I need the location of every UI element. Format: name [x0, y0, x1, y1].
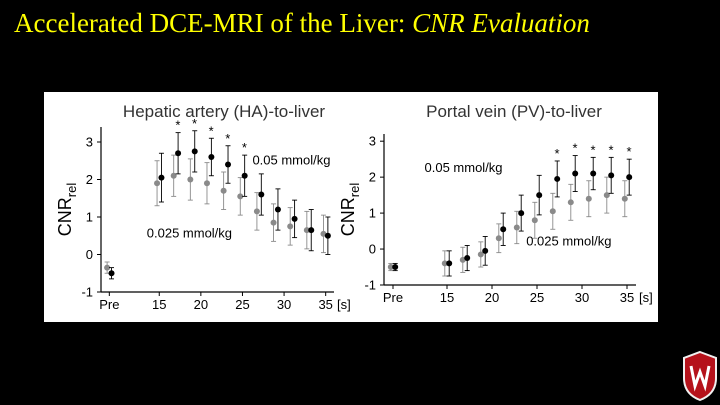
ha-data-point: [220, 187, 227, 194]
pv-y-tick-label: -1: [364, 278, 376, 293]
pv-data-point: [567, 199, 574, 206]
ha-y-tick-label: 2: [86, 172, 93, 187]
ha-x-tick-label: 35: [318, 297, 332, 312]
pv-data-point: [495, 235, 502, 242]
ha-significance-marker: *: [192, 116, 197, 131]
ha-legend-label: 0.05 mmol/kg: [252, 153, 330, 168]
pv-significance-marker: *: [554, 146, 559, 161]
pv-data-point: [585, 195, 592, 202]
pv-x-tick-label: 30: [575, 290, 589, 305]
ha-data-point: [208, 154, 215, 160]
pv-y-tick-label: 3: [369, 134, 376, 149]
pv-legend-label: 0.05 mmol/kg: [425, 160, 503, 175]
ha-x-tick-label: 30: [277, 297, 291, 312]
ha-y-tick-label: 3: [86, 135, 93, 150]
pv-data-point: [572, 170, 579, 177]
pv-data-point: [590, 170, 597, 177]
ha-data-point: [158, 174, 165, 181]
ha-x-tick-label: Pre: [99, 297, 119, 312]
ha-x-tick-label: 20: [194, 297, 208, 312]
ha-data-point: [175, 150, 182, 157]
figure-panel: Hepatic artery (HA)-to-liver -1 0 1 2 3 Pre 15 2…: [44, 92, 658, 322]
ha-significance-marker: *: [225, 131, 230, 146]
ha-data-point: [274, 206, 281, 213]
pv-data-point: [482, 247, 489, 254]
ha-data-point: [187, 176, 194, 183]
pv-data-point: [387, 264, 394, 271]
ha-data-point: [154, 180, 161, 187]
slide-title-main: Accelerated DCE-MRI of the Liver:: [14, 8, 413, 38]
ha-data-point: [287, 223, 294, 230]
pv-y-tick-label: 1: [369, 206, 376, 221]
ha-data-point: [270, 219, 277, 226]
ha-y-tick-label: 1: [86, 210, 93, 225]
ha-y-axis-label: CNRrel: [55, 183, 79, 237]
pv-significance-marker: *: [572, 141, 577, 156]
ha-data-point: [324, 232, 331, 239]
ha-y-axis-label-sub: rel: [64, 183, 79, 198]
pv-data-point: [392, 264, 399, 271]
ha-y-axis-label-main: CNR: [55, 197, 75, 236]
ha-data-point: [104, 264, 111, 271]
pv-legend-label: 0.025 mmol/kg: [526, 233, 611, 248]
ha-data-point: [191, 148, 198, 155]
pv-x-tick-label: 15: [440, 290, 454, 305]
ha-data-point: [237, 193, 244, 200]
ha-y-tick-label: -1: [81, 285, 93, 300]
ha-data-point: [258, 191, 265, 198]
pv-data-point: [500, 226, 507, 233]
ha-chart-title: Hepatic artery (HA)-to-liver: [123, 102, 325, 121]
ha-data-point: [308, 227, 315, 234]
ha-data-point: [253, 208, 260, 215]
ha-y-tick-label: 0: [86, 247, 93, 262]
pv-data-point: [441, 260, 448, 267]
pv-y-axis-label-sub: rel: [347, 183, 362, 198]
pv-significance-marker: *: [626, 144, 631, 159]
ha-data-point: [203, 180, 210, 187]
figure-svg: Hepatic artery (HA)-to-liver -1 0 1 2 3 Pre 15 2…: [55, 102, 653, 312]
ha-legend-label: 0.025 mmol/kg: [147, 226, 232, 241]
ha-data-point: [241, 172, 248, 179]
pv-data-point: [626, 174, 633, 181]
pv-y-tick-label: 2: [369, 170, 376, 185]
pv-x-tick-label: 25: [530, 290, 544, 305]
pv-data-point: [513, 224, 520, 231]
pv-y-tick-label: 0: [369, 242, 376, 257]
pv-significance-marker: *: [608, 142, 613, 157]
pv-x-tick-label: 35: [620, 290, 634, 305]
pv-data-point: [477, 251, 484, 258]
ha-data-point: [170, 172, 177, 179]
pv-data-point: [621, 195, 628, 202]
university-crest-icon: [683, 350, 717, 402]
pv-significance-marker: *: [590, 142, 595, 157]
pv-data-point: [464, 255, 471, 262]
pv-y-axis-label-main: CNR: [338, 197, 358, 236]
slide-title-italic: CNR Evaluation: [412, 8, 590, 38]
pv-y-axis-label: CNRrel: [338, 183, 362, 237]
ha-x-tick-label: 25: [235, 297, 249, 312]
pv-chart-title: Portal vein (PV)-to-liver: [426, 102, 602, 121]
ha-significance-marker: *: [242, 140, 247, 155]
ha-data-point: [303, 227, 310, 234]
pv-data-point: [549, 208, 556, 215]
ha-data-point: [291, 215, 298, 222]
pv-x-axis-label: [s]: [639, 290, 653, 305]
pv-data-point: [554, 175, 561, 182]
pv-data-point: [603, 192, 610, 199]
pv-data-point: [531, 217, 538, 224]
ha-significance-marker: *: [175, 118, 180, 133]
pv-data-point: [536, 192, 543, 199]
pv-data-point: [608, 172, 615, 179]
ha-x-axis-label: [s]: [337, 297, 351, 312]
pv-data-point: [446, 260, 453, 267]
pv-data-point: [518, 210, 525, 217]
slide-title: Accelerated DCE-MRI of the Liver: CNR Ev…: [14, 8, 590, 39]
ha-x-tick-label: 15: [152, 297, 166, 312]
ha-significance-marker: *: [209, 123, 214, 138]
pv-x-tick-label: 20: [485, 290, 499, 305]
ha-data-point: [108, 270, 115, 277]
ha-data-point: [225, 161, 232, 168]
pv-x-tick-label: Pre: [383, 290, 403, 305]
